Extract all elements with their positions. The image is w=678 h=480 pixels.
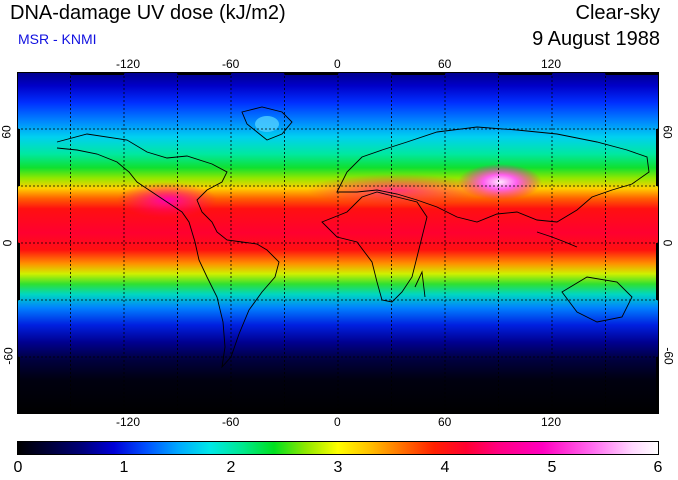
coastlines	[56, 106, 650, 369]
lon-tick-top-m60: -60	[222, 57, 240, 71]
mexico-maximum	[117, 182, 217, 218]
lon-tick-bottom-0: 0	[334, 415, 341, 429]
lon-tick-top-m120: -120	[116, 57, 141, 71]
color-scale-bar	[17, 441, 659, 455]
lon-tick-bottom-120: 120	[541, 415, 562, 429]
colorbar-tick-5: 5	[547, 459, 557, 476]
map-frame	[17, 72, 659, 414]
lon-tick-top-60: 60	[438, 57, 452, 71]
uv-dose-map	[17, 72, 659, 414]
lat-tick-right-60: 60	[660, 125, 675, 139]
lon-tick-bottom-m60: -60	[222, 415, 240, 429]
lon-tick-top-0: 0	[334, 57, 341, 71]
source-label: MSR - KNMI	[18, 31, 97, 47]
chart-title: DNA-damage UV dose (kJ/m2)	[10, 2, 286, 24]
colorbar-tick-4: 4	[440, 459, 450, 476]
colorbar-tick-1: 1	[119, 459, 129, 476]
lon-tick-bottom-m120: -120	[116, 415, 141, 429]
date-label: 9 August 1988	[532, 28, 660, 50]
lat-tick-right-m60: -60	[661, 347, 676, 365]
lat-tick-right-0: 0	[660, 239, 675, 247]
greenland-highlight	[255, 116, 279, 132]
lat-tick-left-0: 0	[0, 239, 15, 247]
colorbar-tick-3: 3	[333, 459, 343, 476]
gridlines	[17, 72, 659, 414]
lon-tick-bottom-60: 60	[438, 415, 452, 429]
sahara-maximum	[307, 174, 487, 206]
colorbar-tick-0: 0	[13, 459, 23, 476]
map-plot	[17, 72, 659, 414]
colorbar-tick-6: 6	[653, 459, 663, 476]
lat-tick-left-m60: -60	[1, 347, 16, 365]
colorbar-tick-2: 2	[226, 459, 236, 476]
lon-tick-top-120: 120	[541, 57, 562, 71]
lat-tick-left-60: 60	[0, 125, 14, 139]
sky-condition-label: Clear-sky	[575, 2, 660, 24]
